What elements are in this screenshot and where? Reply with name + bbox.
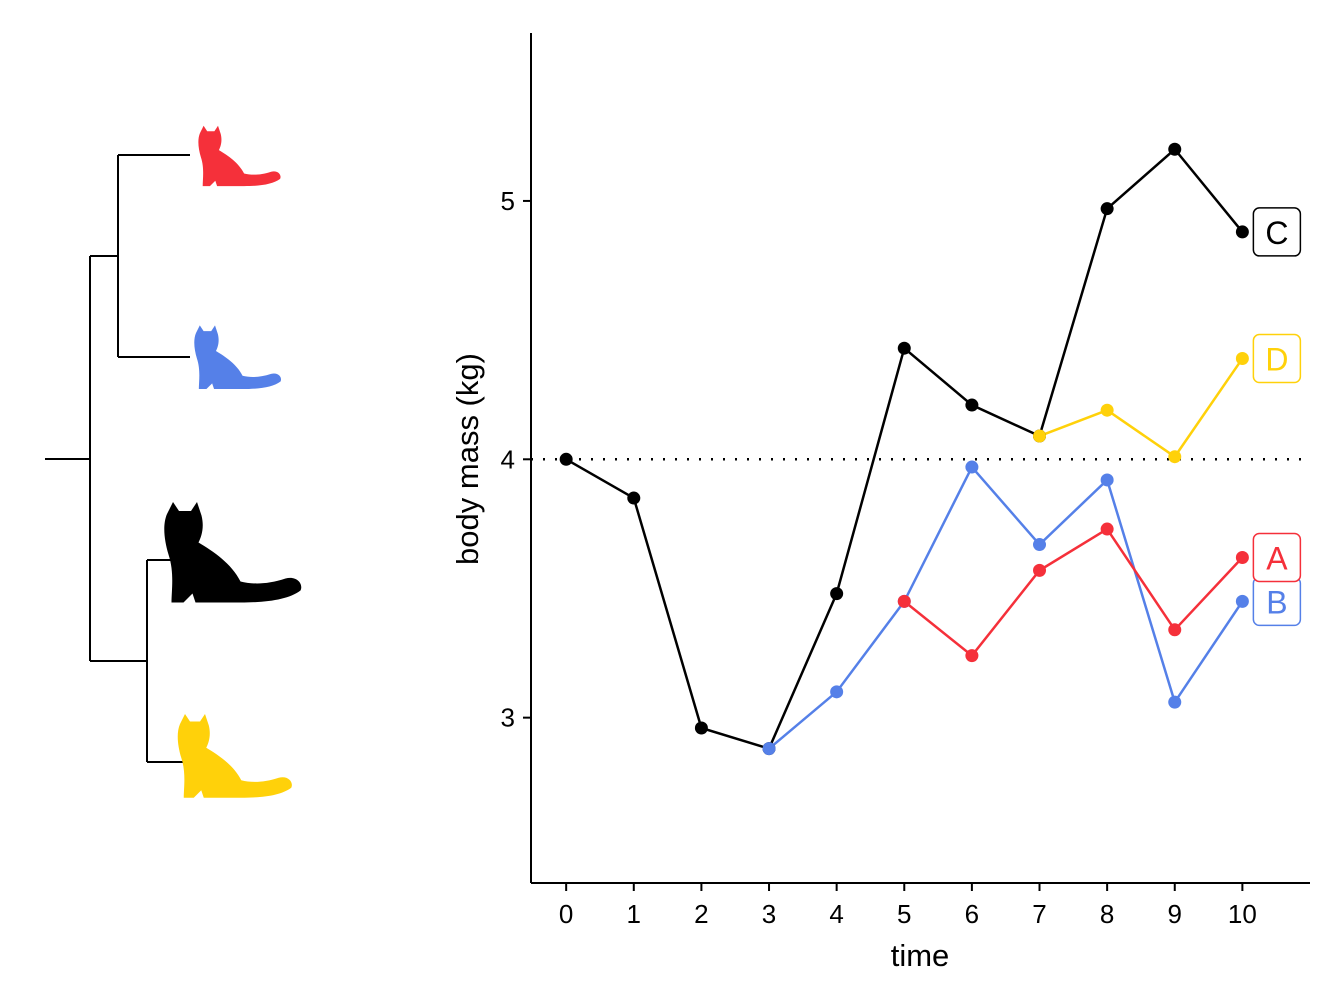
data-point-C [1168,142,1182,156]
label-box [1252,207,1302,257]
data-point-D [1033,429,1047,443]
data-point-A [965,649,979,663]
series-line-A [903,527,1244,658]
x-tick-label: 5 [897,899,911,929]
series-line-C [565,147,1244,751]
data-point-D [1100,403,1114,417]
series-label-B: B [1252,576,1302,627]
data-point-C [1235,225,1249,239]
series-line-D [1039,357,1244,459]
data-point-B [1168,695,1182,709]
x-tick-label: 4 [829,899,843,929]
x-tick-label: 3 [762,899,776,929]
series-label-C: C [1252,207,1302,257]
cat-silhouette-icon-B [194,325,282,390]
y-tick-label: 3 [501,703,515,733]
cat-silhouette-icon-D [177,714,292,798]
cat-silhouette-icon-A [198,125,281,187]
data-point-D [1235,352,1249,366]
data-point-B [965,460,979,474]
data-point-C [694,721,708,735]
phylogenetic-tree [45,125,302,798]
x-tick-label: 8 [1100,899,1114,929]
x-tick-label: 9 [1168,899,1182,929]
data-point-C [1100,202,1114,216]
data-point-B [830,685,844,699]
data-point-C [897,341,911,355]
data-point-B [1235,594,1249,608]
data-point-A [1100,522,1114,536]
data-point-A [1033,563,1047,577]
label-box [1252,333,1302,384]
label-box [1252,532,1302,583]
x-axis-label: time [891,938,950,973]
data-point-D [1168,450,1182,464]
data-point-C [830,587,844,601]
label-text: B [1266,584,1287,620]
axes: 0 1 2 3 4 5 6 7 8 9 10 3 4 5 [501,33,1310,929]
label-text: D [1265,342,1288,378]
cat-silhouette-icon-C [164,502,302,603]
label-text: A [1266,540,1288,576]
series-layer: C D BA [559,142,1302,756]
label-text: C [1265,215,1288,251]
x-tick-label: 10 [1228,899,1257,929]
data-point-C [627,491,641,505]
x-tick-label: 1 [627,899,641,929]
x-tick-label: 0 [559,899,573,929]
series-label-D: D [1252,333,1302,384]
series-line-B [768,464,1244,750]
y-tick-label: 5 [501,186,515,216]
x-tick-label: 7 [1032,899,1046,929]
data-point-C [559,452,573,466]
data-point-B [762,742,776,756]
data-point-C [965,398,979,412]
x-tick-label: 6 [965,899,979,929]
x-tick-label: 2 [694,899,708,929]
data-point-B [1033,538,1047,552]
y-tick-label: 4 [501,444,515,474]
data-point-B [1100,473,1114,487]
data-point-A [1168,623,1182,637]
data-point-A [897,594,911,608]
y-axis-label: body mass (kg) [450,353,485,565]
series-label-A: A [1252,532,1302,583]
data-point-A [1235,550,1249,564]
